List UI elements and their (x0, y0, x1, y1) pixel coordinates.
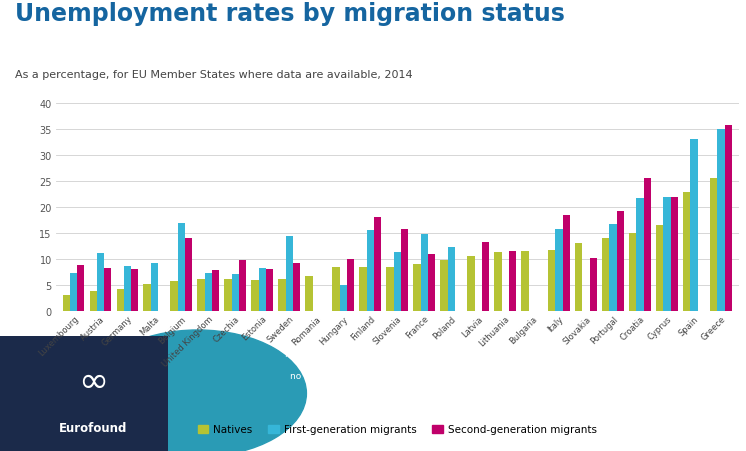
Bar (347, 259, 354, 311)
Bar (575, 244, 583, 311)
Text: Unemployment rates by migration status: Unemployment rates by migration status (15, 2, 565, 26)
Bar (509, 252, 516, 311)
Bar (151, 263, 158, 311)
Bar (339, 285, 347, 311)
Bar (305, 276, 313, 311)
Bar (556, 230, 562, 311)
Bar (602, 239, 609, 311)
Bar (124, 267, 131, 311)
Bar (239, 261, 246, 311)
Bar (644, 179, 651, 311)
Text: no data for first-generation migrants for Lithuania and Slovakia.: no data for first-generation migrants fo… (317, 393, 608, 402)
Bar (671, 197, 678, 311)
Bar (374, 218, 381, 311)
Bar (198, 279, 204, 311)
Bar (413, 264, 421, 311)
Bar (232, 275, 239, 311)
Bar (63, 296, 70, 311)
Bar (178, 223, 185, 311)
Bar (401, 230, 408, 311)
Bar (521, 252, 528, 311)
Bar (718, 130, 724, 311)
Bar (448, 248, 455, 311)
Bar (251, 280, 259, 311)
Bar (286, 236, 293, 311)
Bar (724, 126, 732, 311)
Bar (204, 274, 212, 311)
Bar (617, 211, 624, 311)
Text: As a percentage, for EU Member States where data are available, 2014: As a percentage, for EU Member States wh… (15, 70, 413, 80)
Text: ∞: ∞ (78, 364, 108, 398)
Legend: Natives, First-generation migrants, Second-generation migrants: Natives, First-generation migrants, Seco… (198, 424, 597, 434)
Bar (683, 193, 690, 311)
Bar (70, 274, 77, 311)
Bar (333, 267, 339, 311)
Bar (360, 267, 366, 311)
Bar (259, 268, 266, 311)
Bar (636, 198, 644, 311)
Bar (656, 226, 663, 311)
Bar (548, 250, 556, 311)
Bar (710, 179, 718, 311)
Bar (590, 258, 597, 311)
Bar (212, 271, 219, 311)
Text: Notes: People aged 15–64. No data for Denmark, Ireland and the Netherlands;: Notes: People aged 15–64. No data for De… (285, 350, 640, 359)
Bar (293, 263, 300, 311)
Bar (116, 290, 124, 311)
Text: no data for first- and second-generation migrants for Bulgaria and Romania;: no data for first- and second-generation… (289, 371, 636, 380)
Bar (77, 266, 84, 311)
Bar (629, 234, 636, 311)
Bar (562, 215, 570, 311)
Bar (366, 231, 374, 311)
Bar (440, 260, 448, 311)
Bar (278, 279, 286, 311)
Bar (482, 242, 489, 311)
Bar (131, 270, 138, 311)
Bar (185, 239, 192, 311)
Bar (386, 267, 394, 311)
Bar (690, 140, 698, 311)
Bar (143, 284, 151, 311)
Bar (421, 235, 428, 311)
Bar (266, 270, 273, 311)
Bar (467, 257, 474, 311)
Bar (104, 269, 111, 311)
Bar (394, 253, 401, 311)
Bar (90, 291, 97, 311)
Bar (609, 225, 617, 311)
Bar (428, 254, 435, 311)
Bar (495, 253, 501, 311)
Bar (171, 281, 178, 311)
FancyBboxPatch shape (0, 336, 168, 451)
Bar (663, 197, 671, 311)
Text: Eurofound: Eurofound (59, 421, 128, 434)
Text: Source: Eurostat, lfso14_luner, downloaded 8/4/2019: Source: Eurostat, lfso14_luner, download… (342, 414, 583, 423)
Bar (97, 253, 104, 311)
Circle shape (89, 330, 307, 451)
Bar (225, 279, 232, 311)
